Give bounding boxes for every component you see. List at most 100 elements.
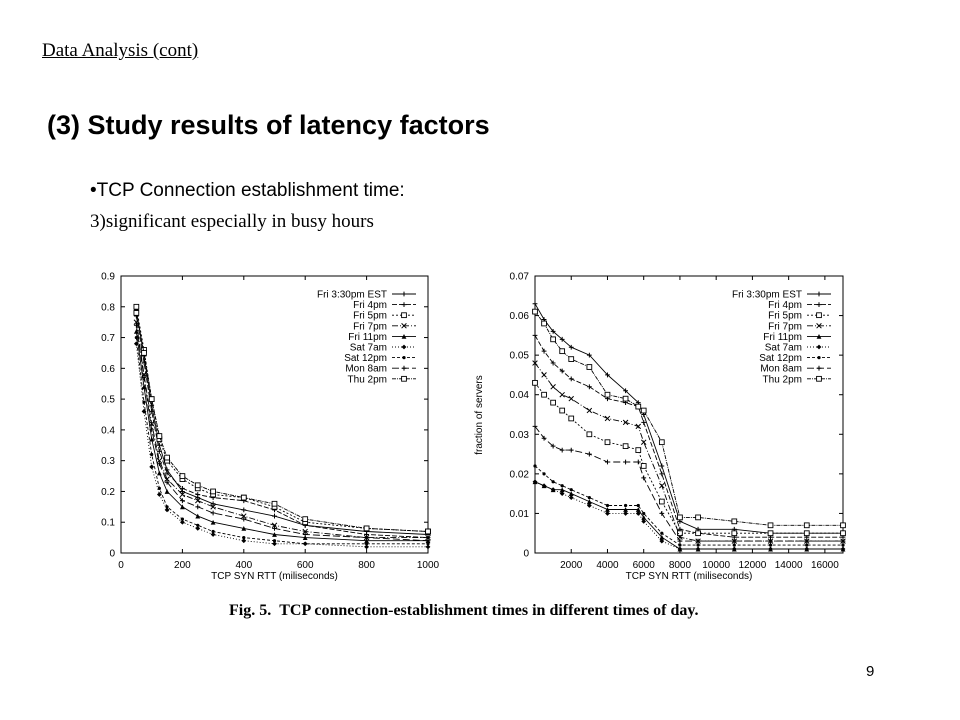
data-point: [133, 303, 140, 310]
series-line: [534, 465, 843, 546]
series-group: [533, 464, 845, 547]
data-point: [210, 488, 216, 495]
y-tick-label: 0: [523, 549, 529, 560]
y-tick-label: 0.8: [101, 302, 115, 313]
data-point: [695, 538, 701, 544]
data-point: [635, 511, 641, 516]
data-point: [659, 471, 665, 477]
data-point: [559, 491, 565, 497]
data-point: [605, 503, 610, 508]
data-point: [586, 431, 593, 438]
data-point: [364, 544, 369, 550]
legend-marker: [816, 375, 822, 382]
data-point: [641, 420, 647, 425]
data-point: [636, 503, 640, 508]
series-line: [534, 426, 843, 542]
data-point: [568, 447, 574, 453]
data-point: [550, 443, 556, 449]
data-point: [641, 518, 647, 524]
data-point: [210, 532, 216, 537]
data-point: [241, 525, 247, 531]
x-tick-label: 400: [235, 560, 252, 571]
x-tick-label: 2000: [560, 560, 583, 571]
data-point: [659, 511, 665, 516]
data-point: [587, 496, 591, 500]
data-point: [541, 435, 547, 441]
data-point: [242, 536, 246, 540]
data-point: [134, 335, 138, 340]
data-point: [768, 543, 773, 547]
data-point: [156, 461, 162, 467]
data-point: [635, 423, 642, 430]
data-point: [271, 500, 278, 507]
data-point: [559, 407, 566, 414]
data-point: [559, 336, 565, 342]
data-point: [635, 459, 641, 465]
y-axis-label: fraction of servers: [474, 375, 485, 454]
data-point: [364, 538, 369, 544]
data-point: [642, 511, 646, 516]
data-point: [803, 522, 810, 529]
data-point: [302, 516, 309, 522]
x-tick-label: 14000: [775, 560, 803, 571]
data-point: [586, 499, 592, 504]
legend-marker: [817, 356, 821, 360]
data-point: [605, 372, 610, 378]
data-point: [179, 473, 186, 479]
data-point: [164, 470, 170, 476]
data-point: [635, 447, 642, 453]
data-point: [532, 379, 538, 386]
data-point: [194, 497, 201, 504]
data-point: [541, 348, 547, 354]
data-point: [605, 507, 610, 512]
legend-label: Fri 3:30pm EST: [732, 290, 802, 301]
y-tick-label: 0.07: [510, 272, 530, 283]
data-point: [542, 472, 546, 476]
legend-marker: [816, 302, 822, 307]
data-point: [156, 457, 163, 464]
legend-label: Fri 7pm: [353, 321, 387, 332]
data-point: [241, 538, 247, 544]
y-tick-label: 0.2: [101, 487, 115, 498]
data-point: [677, 530, 683, 537]
legend-label: Sat 12pm: [759, 353, 802, 364]
data-point: [196, 523, 200, 527]
y-tick-label: 0.4: [101, 425, 115, 436]
data-point: [364, 535, 369, 541]
slide-title: (3) Study results of latency factors: [47, 110, 490, 140]
caption-label: Fig. 5.: [229, 602, 272, 619]
y-tick-label: 0.3: [101, 456, 115, 467]
data-point: [195, 525, 201, 531]
data-point: [148, 396, 155, 402]
legend-label: Mon 8am: [345, 364, 387, 375]
data-point: [195, 513, 201, 519]
x-tick-label: 16000: [811, 560, 839, 571]
plot-frame: [534, 275, 844, 554]
data-point: [149, 436, 155, 442]
data-point: [586, 503, 592, 508]
data-point: [559, 391, 565, 398]
data-point: [141, 409, 147, 414]
data-point: [568, 395, 574, 402]
bullet-point: •TCP Connection establishment time:: [90, 180, 405, 201]
data-point: [541, 320, 547, 327]
data-point: [133, 322, 139, 328]
x-tick-label: 12000: [739, 560, 767, 571]
data-point: [156, 442, 162, 448]
data-point: [640, 407, 647, 414]
data-point: [141, 350, 147, 356]
data-point: [586, 407, 593, 414]
data-point: [623, 503, 628, 508]
series-group: [532, 308, 846, 529]
data-point: [164, 489, 170, 494]
y-tick-label: 0.05: [510, 351, 530, 362]
x-tick-label: 200: [174, 560, 191, 571]
data-point: [532, 423, 538, 429]
data-point: [149, 464, 155, 470]
series-line: [534, 481, 843, 550]
legend-label: Fri 3:30pm EST: [317, 290, 387, 301]
data-point: [550, 360, 556, 366]
x-axis-label: TCP SYN RTT (miliseconds): [626, 571, 753, 582]
